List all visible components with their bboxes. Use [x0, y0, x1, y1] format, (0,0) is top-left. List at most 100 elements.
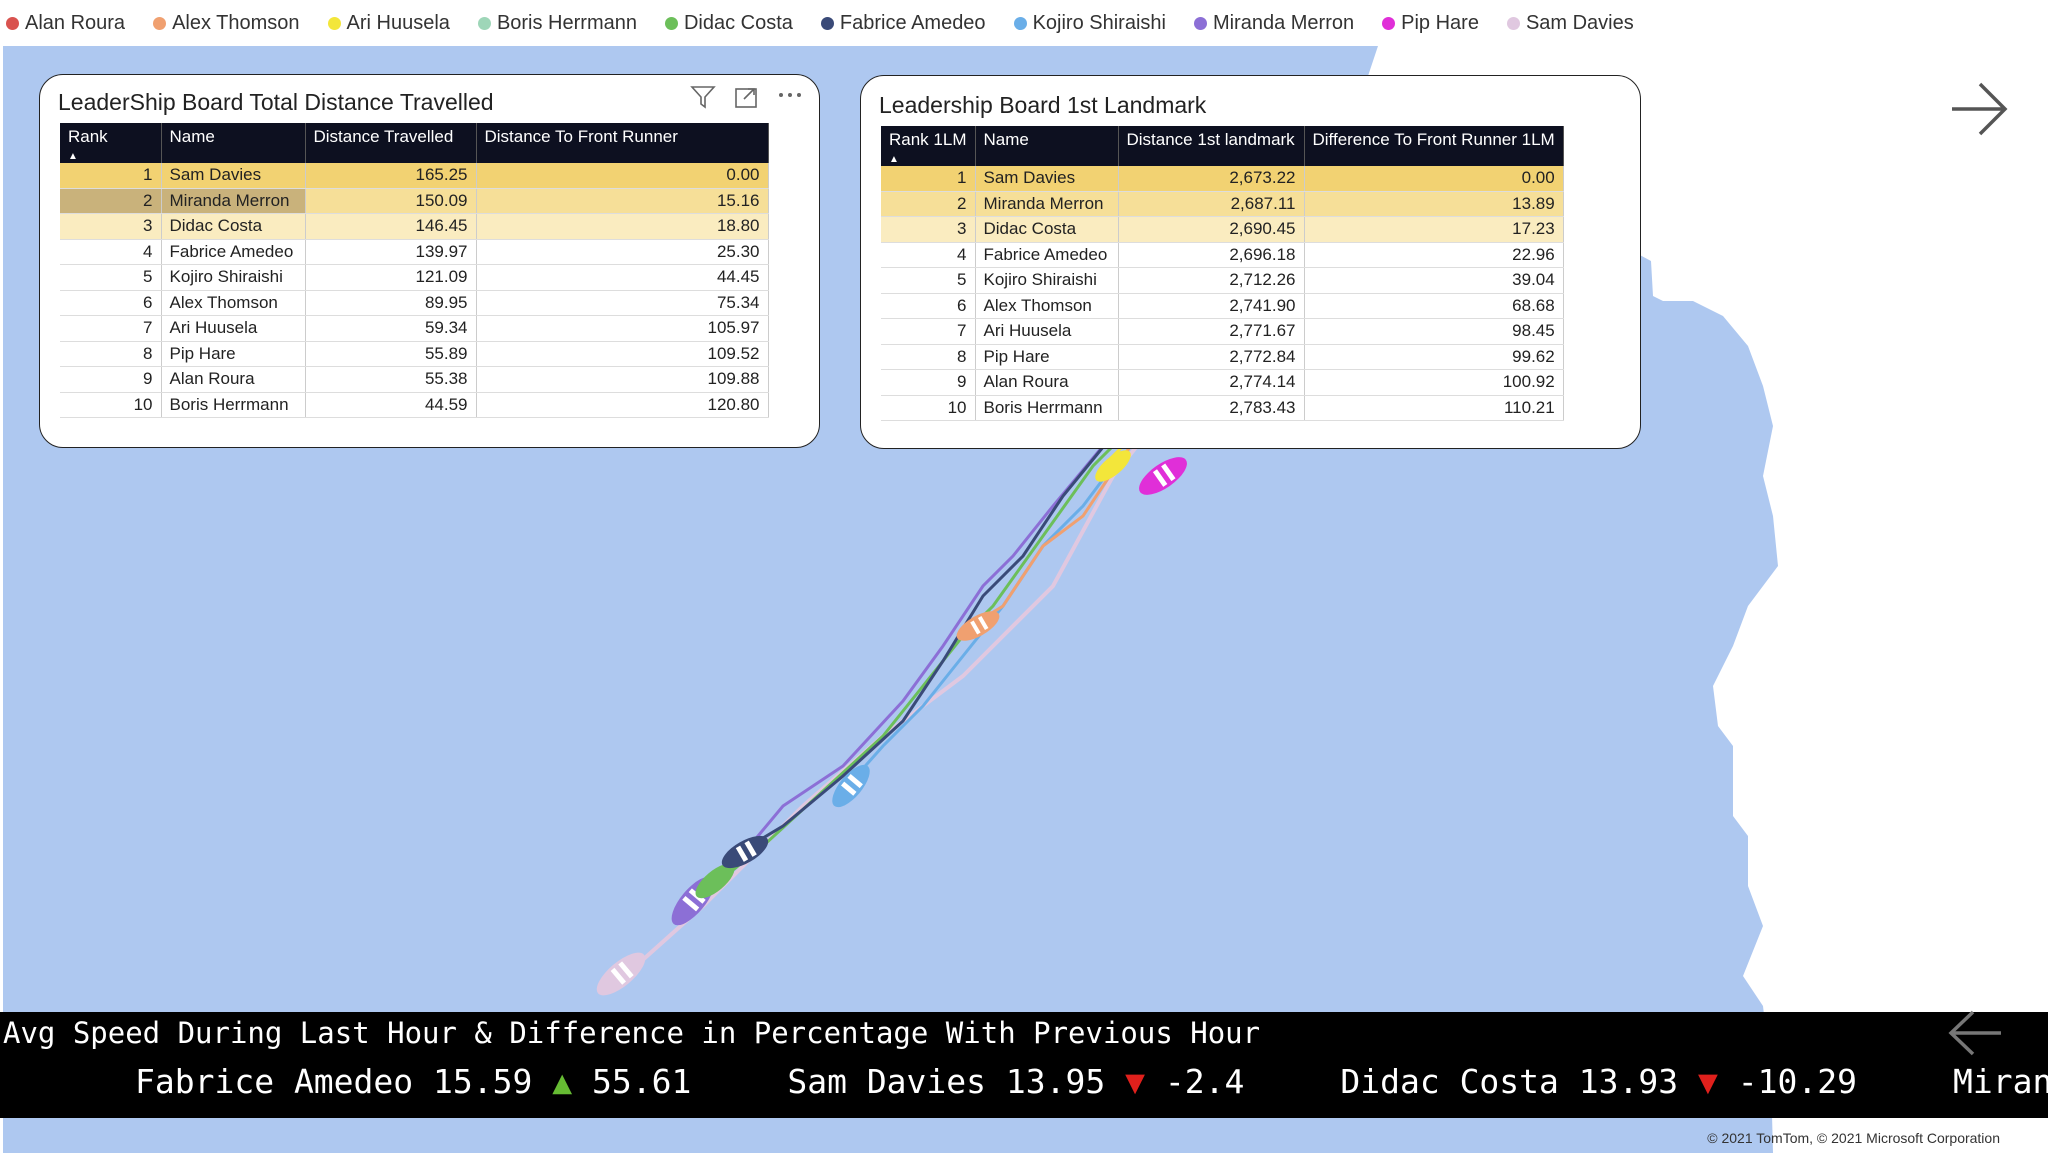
table-cell: Pip Hare — [161, 341, 306, 367]
table-row[interactable]: 8 Pip Hare 55.89 109.52 — [60, 341, 769, 367]
leaderboard-1st-landmark-card: Leadership Board 1st Landmark Rank 1LM ▲ N… — [860, 75, 1641, 449]
table-row[interactable]: 3 Didac Costa 146.45 18.80 — [60, 213, 769, 240]
legend-marker-icon — [327, 16, 341, 30]
more-options-icon[interactable] — [776, 85, 804, 113]
legend-item[interactable]: Ari Huusela — [327, 12, 450, 35]
column-header[interactable]: Rank 1LM ▲ — [881, 126, 976, 166]
legend-marker-icon — [1506, 16, 1520, 30]
table-cell: 2,687.11 — [1118, 191, 1305, 217]
legend-item[interactable]: Fabrice Amedeo — [820, 11, 986, 35]
column-header-label: Distance To Front Runner — [484, 127, 678, 146]
table-row[interactable]: 10 Boris Herrmann 44.59 120.80 — [60, 392, 769, 418]
column-header[interactable]: Name — [975, 126, 1119, 166]
table-row[interactable]: 2 Miranda Merron 2,687.11 13.89 — [881, 191, 1564, 217]
boat-kojiro-shiraishi — [832, 764, 870, 808]
table-row[interactable]: 4 Fabrice Amedeo 139.97 25.30 — [60, 239, 769, 265]
boat-pip-hare — [1139, 457, 1187, 495]
avg-speed: 13.93 — [1578, 1062, 1679, 1101]
table-cell: 2,673.22 — [1118, 166, 1305, 192]
table-row[interactable]: 7 Ari Huusela 59.34 105.97 — [60, 315, 769, 342]
table-row[interactable]: 4 Fabrice Amedeo 2,696.18 22.96 — [881, 242, 1564, 268]
table-row[interactable]: 1 Sam Davies 2,673.22 0.00 — [881, 166, 1564, 192]
table-cell: 2,783.43 — [1118, 395, 1305, 421]
table-cell: 5 — [60, 264, 162, 291]
legend-item[interactable]: Alex Thomson — [153, 11, 300, 35]
column-header[interactable]: Distance 1st landmark — [1118, 126, 1305, 166]
table-cell: 9 — [60, 366, 162, 393]
table-cell: 0.00 — [1304, 166, 1564, 192]
skipper-name: Didac Costa — [1340, 1062, 1559, 1101]
legend-item[interactable]: Pip Hare — [1382, 12, 1479, 35]
legend-item[interactable]: Kojiro Shiraishi — [1013, 12, 1166, 35]
sort-ascending-icon: ▲ — [889, 154, 899, 165]
legend-label: Sam Davies — [1525, 11, 1634, 34]
table-row[interactable]: 1 Sam Davies 165.25 0.00 — [60, 163, 769, 189]
table-cell: 7 — [881, 318, 976, 345]
table-row[interactable]: 9 Alan Roura 55.38 109.88 — [60, 366, 769, 393]
legend-item[interactable]: Didac Costa — [664, 12, 793, 35]
table-cell: 98.45 — [1304, 318, 1564, 345]
table-cell: 99.62 — [1304, 344, 1564, 370]
table-row[interactable]: 5 Kojiro Shiraishi 2,712.26 39.04 — [881, 267, 1564, 294]
table-cell: Ari Huusela — [975, 318, 1119, 345]
table-cell: 120.80 — [476, 392, 769, 418]
column-header-label: Rank 1LM — [889, 130, 967, 149]
table-cell: Sam Davies — [975, 166, 1119, 192]
legend-item[interactable]: Miranda Merron — [1193, 12, 1354, 35]
table-cell: 5 — [881, 267, 976, 294]
filter-icon[interactable] — [690, 85, 716, 113]
table-cell: 89.95 — [305, 290, 477, 316]
table-row[interactable]: 9 Alan Roura 2,774.14 100.92 — [881, 369, 1564, 396]
boat-didac-costa — [695, 863, 735, 899]
table-row[interactable]: 5 Kojiro Shiraishi 121.09 44.45 — [60, 264, 769, 291]
table-cell: Boris Herrmann — [975, 395, 1119, 421]
table-cell: 3 — [881, 216, 976, 243]
legend-marker-icon — [664, 16, 678, 30]
legend-item[interactable]: Alan Roura — [6, 12, 125, 35]
table-cell: 2,774.14 — [1118, 369, 1305, 396]
table-cell: 8 — [881, 344, 976, 370]
legend-label: Fabrice Amedeo — [839, 11, 986, 34]
card-title: LeaderShip Board Total Distance Travelle… — [58, 89, 494, 115]
table-row[interactable]: 7 Ari Huusela 2,771.67 98.45 — [881, 318, 1564, 345]
legend-label: Alex Thomson — [172, 11, 300, 34]
table-row[interactable]: 3 Didac Costa 2,690.45 17.23 — [881, 216, 1564, 243]
legend-item[interactable]: Boris Herrmann — [477, 12, 637, 35]
column-header[interactable]: Distance To Front Runner — [476, 123, 769, 163]
column-header[interactable]: Rank ▲ — [60, 123, 162, 163]
table-cell: 0.00 — [476, 163, 769, 189]
legend-label: Pip Hare — [1401, 11, 1479, 34]
table-row[interactable]: 6 Alex Thomson 89.95 75.34 — [60, 290, 769, 316]
column-header[interactable]: Distance Travelled — [305, 123, 477, 163]
focus-mode-icon[interactable] — [734, 85, 758, 113]
table-cell: 68.68 — [1304, 293, 1564, 319]
table-row[interactable]: 10 Boris Herrmann 2,783.43 110.21 — [881, 395, 1564, 421]
table-cell: Ari Huusela — [161, 315, 306, 342]
table-cell: 146.45 — [305, 213, 477, 240]
leaderboard-table: Rank 1LM ▲ Name Distance 1st landmark Differ… — [881, 126, 1564, 421]
arrow-right-icon[interactable] — [1948, 78, 2010, 140]
table-cell: 6 — [881, 293, 976, 319]
map-copyright: © 2021 TomTom, © 2021 Microsoft Corporat… — [1707, 1130, 2000, 1146]
table-cell: 4 — [881, 242, 976, 268]
card-title: Leadership Board 1st Landmark — [879, 92, 1207, 118]
table-cell: 22.96 — [1304, 242, 1564, 268]
table-cell: 55.89 — [305, 341, 477, 367]
map-legend: Alan Roura Alex Thomson Ari Huusela Boris H… — [0, 0, 2048, 46]
column-header[interactable]: Name — [161, 123, 306, 163]
arrow-left-icon[interactable] — [1945, 1008, 2005, 1058]
table-cell: 109.52 — [476, 341, 769, 367]
legend-item[interactable]: Sam Davies — [1506, 11, 1634, 35]
table-row[interactable]: 6 Alex Thomson 2,741.90 68.68 — [881, 293, 1564, 319]
table-row[interactable]: 2 Miranda Merron 150.09 15.16 — [60, 188, 769, 214]
legend-marker-icon — [477, 16, 491, 30]
table-cell: 1 — [60, 163, 162, 189]
table-cell: 121.09 — [305, 264, 477, 291]
column-header-label: Distance Travelled — [313, 127, 454, 146]
ticker-title: Avg Speed During Last Hour & Difference … — [3, 1016, 1261, 1050]
table-cell: 75.34 — [476, 290, 769, 316]
table-row[interactable]: 8 Pip Hare 2,772.84 99.62 — [881, 344, 1564, 370]
column-header[interactable]: Difference To Front Runner 1LM — [1304, 126, 1564, 166]
table-cell: 13.89 — [1304, 191, 1564, 217]
table-cell: 59.34 — [305, 315, 477, 342]
